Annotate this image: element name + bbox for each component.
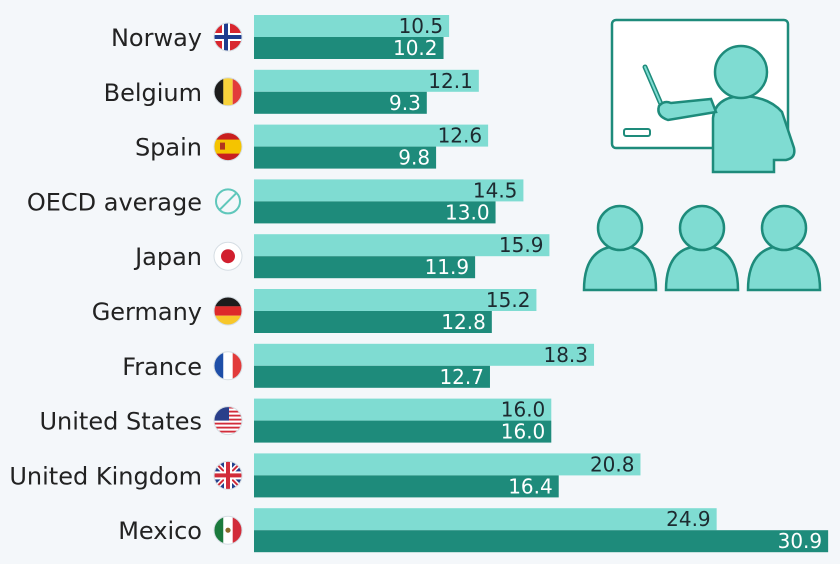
value-label-france-s1: 18.3: [543, 343, 588, 367]
category-label-belgium: Belgium: [104, 79, 202, 107]
bar-norway-s1: [254, 15, 450, 37]
value-label-norway-s1: 10.5: [399, 14, 444, 38]
germany-flag-icon: [213, 296, 243, 326]
oecd-no-flag-icon: [215, 188, 241, 215]
bar-germany-s1: [254, 289, 537, 311]
france-flag-icon: [213, 351, 243, 381]
value-label-mexico-s2: 30.9: [778, 529, 823, 553]
category-labels-group: Norway Belgium Spain OECD average Japan Germa…: [9, 24, 202, 545]
value-label-japan-s1: 15.9: [499, 233, 544, 257]
category-label-germany: Germany: [92, 298, 202, 326]
value-label-germany-s1: 15.2: [486, 288, 531, 312]
bar-oecd-average-s1: [254, 179, 524, 202]
bar-mexico-s2: [254, 530, 829, 553]
value-label-oecd-average-s2: 13.0: [445, 200, 490, 224]
bar-france-s2: [254, 365, 490, 388]
category-label-japan: Japan: [133, 243, 202, 271]
category-label-mexico: Mexico: [118, 517, 202, 545]
student-icon: [664, 204, 740, 292]
category-label-spain: Spain: [135, 134, 202, 162]
bar-japan-s2: [254, 256, 476, 279]
category-label-oecd-average: OECD average: [27, 188, 202, 216]
japan-flag-icon: [213, 241, 243, 271]
value-label-united-states-s1: 16.0: [501, 398, 546, 422]
value-label-france-s2: 12.7: [439, 365, 484, 389]
bar-spain-s1: [254, 124, 489, 147]
bar-united-states-s2: [254, 420, 552, 443]
teacher-body-icon: [711, 94, 796, 174]
bar-mexico-s1: [254, 508, 717, 531]
bar-united-kingdom-s1: [254, 453, 641, 476]
bar-united-states-s1: [254, 398, 552, 421]
category-label-norway: Norway: [111, 24, 202, 52]
bars-group: 10.510.2 12.1 9.3 12.6 9.8 14.513.0 15.9 11.9 15…: [254, 14, 829, 553]
bar-belgium-s2: [254, 91, 427, 114]
mexico-flag-icon: [213, 515, 243, 545]
value-label-japan-s2: 11.9: [425, 255, 470, 279]
uk-flag-icon: [213, 460, 243, 490]
value-label-belgium-s1: 12.1: [428, 69, 473, 93]
value-label-united-states-s2: 16.0: [501, 420, 546, 444]
value-label-belgium-s2: 9.3: [389, 91, 421, 115]
value-label-united-kingdom-s2: 16.4: [508, 474, 553, 498]
value-label-spain-s2: 9.8: [398, 146, 430, 170]
category-label-united-kingdom: United Kingdom: [9, 462, 202, 490]
bar-belgium-s1: [254, 69, 479, 92]
value-label-germany-s2: 12.8: [441, 310, 486, 334]
norway-flag-icon: [213, 22, 243, 52]
bar-spain-s2: [254, 146, 437, 169]
value-label-norway-s2: 10.2: [393, 36, 438, 60]
belgium-flag-icon: [213, 77, 243, 107]
bar-japan-s1: [254, 234, 550, 257]
value-label-mexico-s1: 24.9: [666, 507, 711, 531]
spain-flag-icon: [213, 132, 243, 162]
value-label-spain-s1: 12.6: [438, 124, 483, 148]
bar-norway-s2: [254, 37, 444, 59]
bar-oecd-average-s2: [254, 201, 496, 224]
bar-united-kingdom-s2: [254, 475, 559, 498]
category-label-united-states: United States: [39, 408, 202, 436]
eraser-icon: [623, 128, 651, 137]
teacher-and-students-icon: [582, 18, 822, 292]
teacher-head-icon: [713, 44, 769, 100]
usa-flag-icon: [213, 406, 243, 436]
value-label-oecd-average-s1: 14.5: [473, 178, 518, 202]
value-label-united-kingdom-s1: 20.8: [590, 452, 635, 476]
teacher-arm-icon: [657, 97, 718, 122]
bar-germany-s2: [254, 311, 492, 333]
category-label-france: France: [122, 353, 202, 381]
flags-group: [213, 22, 243, 545]
bar-france-s1: [254, 343, 595, 366]
student-icon: [746, 204, 822, 292]
student-icon: [582, 204, 658, 292]
